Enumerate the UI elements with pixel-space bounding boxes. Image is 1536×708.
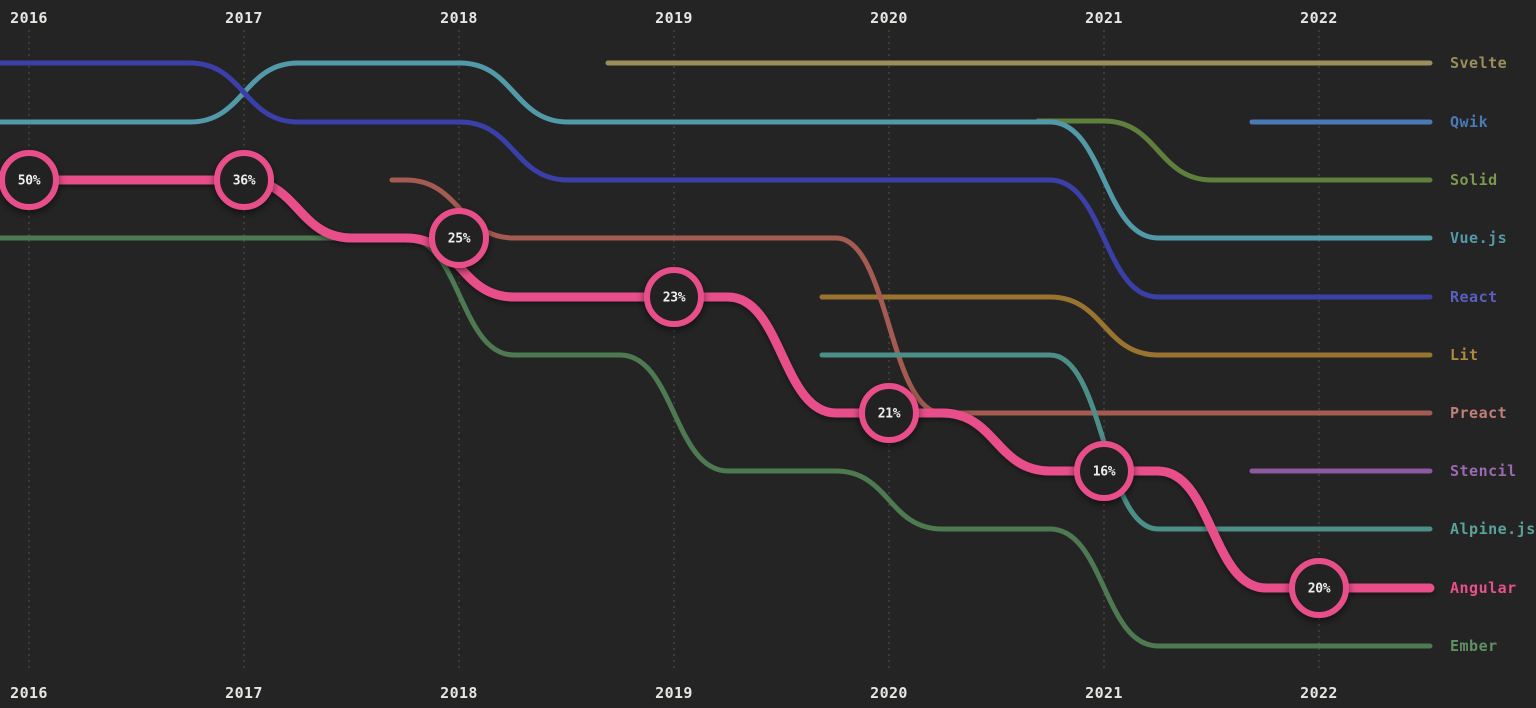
marker-label-2018: 25% — [448, 232, 471, 247]
x-axis-bottom-tick-2020: 2020 — [870, 684, 908, 702]
series-line-alpinejs[interactable] — [819, 352, 1433, 532]
series-line-react[interactable] — [0, 60, 1433, 300]
series-label-alpinejs[interactable]: Alpine.js — [1450, 520, 1536, 538]
series-line-ember[interactable] — [0, 235, 1433, 649]
series-label-svelte[interactable]: Svelte — [1450, 54, 1508, 72]
marker-2019[interactable] — [644, 267, 704, 327]
series-label-solid[interactable]: Solid — [1450, 171, 1498, 189]
marker-2016[interactable] — [0, 150, 59, 210]
series-line-lit[interactable] — [819, 294, 1433, 358]
marker-2020[interactable] — [859, 383, 919, 443]
series-lines — [0, 60, 1433, 649]
marker-label-2017: 36% — [233, 174, 256, 189]
marker-label-2022: 20% — [1308, 582, 1331, 597]
marker-label-2019: 23% — [663, 291, 686, 306]
x-axis-bottom-tick-2022: 2022 — [1300, 684, 1338, 702]
series-line-angular[interactable] — [24, 175, 1435, 593]
angular-data-markers[interactable]: 50% 36% 25% 23% 21% 16% — [0, 150, 1349, 618]
marker-circle[interactable] — [1289, 558, 1349, 618]
series-line-preact[interactable] — [389, 177, 1433, 416]
x-axis-bottom-tick-2016: 2016 — [10, 684, 48, 702]
marker-2021[interactable] — [1074, 441, 1134, 501]
marker-circle[interactable] — [429, 208, 489, 268]
x-axis-bottom-tick-2018: 2018 — [440, 684, 478, 702]
series-line-vuejs[interactable] — [0, 60, 1433, 241]
series-label-qwik[interactable]: Qwik — [1450, 113, 1489, 131]
series-label-stencil[interactable]: Stencil — [1450, 462, 1517, 480]
series-label-preact[interactable]: Preact — [1450, 404, 1508, 422]
marker-circle[interactable] — [214, 150, 274, 210]
marker-circle[interactable] — [1074, 441, 1134, 501]
marker-label-2016: 50% — [18, 174, 41, 189]
marker-label-2021: 16% — [1093, 465, 1116, 480]
series-label-vuejs[interactable]: Vue.js — [1450, 229, 1508, 247]
marker-2018[interactable] — [429, 208, 489, 268]
x-axis-top-tick-2020: 2020 — [870, 9, 908, 27]
marker-2022[interactable] — [1289, 558, 1349, 618]
marker-label-2020: 21% — [878, 407, 901, 422]
x-axis-bottom-tick-2019: 2019 — [655, 684, 693, 702]
marker-circle[interactable] — [859, 383, 919, 443]
series-label-react[interactable]: React — [1450, 288, 1498, 306]
x-axis-top-tick-2016: 2016 — [10, 9, 48, 27]
series-label-lit[interactable]: Lit — [1450, 346, 1479, 364]
x-axis-top-tick-2021: 2021 — [1085, 9, 1123, 27]
marker-circle[interactable] — [644, 267, 704, 327]
highlight-series-angular[interactable] — [24, 175, 1435, 593]
x-axis-top-tick-2022: 2022 — [1300, 9, 1338, 27]
series-line-solid[interactable] — [1035, 118, 1433, 183]
series-label-angular[interactable]: Angular — [1450, 579, 1517, 597]
x-axis-bottom-tick-2021: 2021 — [1085, 684, 1123, 702]
x-axis-top-tick-2018: 2018 — [440, 9, 478, 27]
marker-circle[interactable] — [0, 150, 59, 210]
x-axis-top-tick-2019: 2019 — [655, 9, 693, 27]
series-label-ember[interactable]: Ember — [1450, 637, 1498, 655]
x-axis-bottom-tick-2017: 2017 — [225, 684, 263, 702]
marker-2017[interactable] — [214, 150, 274, 210]
x-axis-top-tick-2017: 2017 — [225, 9, 263, 27]
